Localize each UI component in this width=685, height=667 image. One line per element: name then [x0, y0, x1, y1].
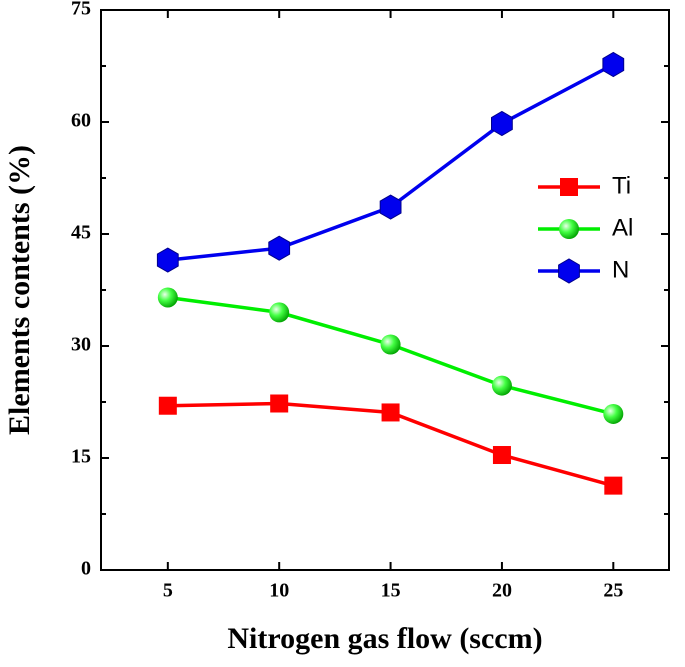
- data-point: [268, 235, 291, 261]
- x-tick-label: 25: [603, 580, 623, 602]
- x-tick-label: 20: [492, 580, 512, 602]
- data-point: [157, 287, 178, 308]
- x-tick-label: 5: [163, 580, 173, 602]
- y-tick-label: 30: [71, 334, 91, 356]
- data-point: [602, 51, 625, 78]
- y-tick-label: 60: [71, 110, 91, 132]
- data-point: [381, 403, 400, 422]
- data-point: [158, 396, 177, 415]
- legend-label: Ti: [612, 172, 631, 199]
- x-tick-label: 10: [269, 580, 289, 602]
- x-axis-label: Nitrogen gas flow (sccm): [227, 622, 542, 655]
- data-point: [270, 394, 289, 413]
- data-point: [492, 446, 511, 465]
- y-tick-label: 75: [71, 0, 91, 20]
- legend-marker: [559, 219, 579, 239]
- y-tick-label: 15: [71, 446, 91, 468]
- x-tick-label: 15: [381, 580, 401, 602]
- data-point: [156, 247, 179, 273]
- data-point: [491, 375, 512, 396]
- data-point: [491, 110, 513, 137]
- legend-marker: [560, 178, 578, 196]
- y-axis-label: Elements contents (%): [3, 145, 36, 435]
- data-point: [269, 302, 290, 323]
- series-line: [167, 62, 615, 262]
- series-line: [167, 295, 614, 416]
- legend-label: N: [612, 256, 629, 283]
- y-tick-label: 45: [71, 222, 91, 244]
- data-point: [603, 403, 624, 424]
- legend-label: Al: [612, 214, 633, 241]
- legend-marker: [558, 258, 580, 284]
- y-tick-label: 0: [81, 558, 91, 580]
- data-point: [380, 334, 401, 355]
- plot-frame: [100, 9, 670, 571]
- data-point: [604, 476, 623, 495]
- data-point: [379, 194, 402, 220]
